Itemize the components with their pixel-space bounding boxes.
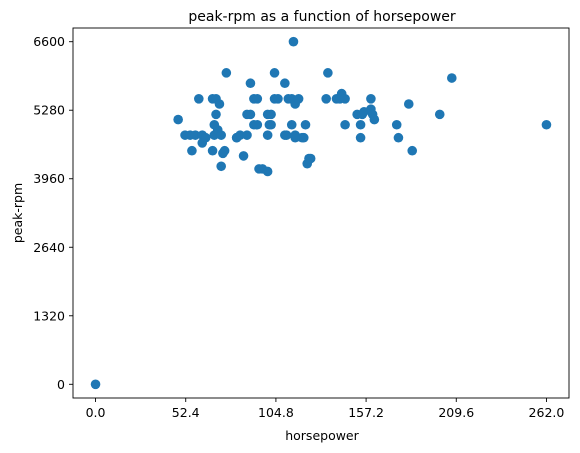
data-point [541, 119, 552, 130]
x-axis-label: horsepower [285, 428, 359, 443]
data-point [266, 119, 276, 130]
data-point [216, 130, 226, 140]
y-tick-label: 6600 [33, 34, 65, 49]
data-point [407, 145, 418, 156]
y-axis: 0 1320 2640 3960 5280 6600 [33, 34, 73, 392]
data-point [262, 166, 273, 177]
data-point [323, 68, 333, 78]
y-axis-label: peak-rpm [10, 183, 25, 243]
data-point [90, 379, 101, 390]
data-point [173, 114, 183, 125]
y-tick-label: 1320 [33, 308, 65, 323]
y-tick-label: 3960 [33, 171, 65, 186]
data-point [216, 161, 226, 172]
data-point [190, 130, 201, 140]
data-point [446, 73, 457, 83]
data-point [219, 145, 230, 156]
data-point [434, 109, 445, 120]
x-tick-label: 52.4 [172, 405, 200, 420]
data-point [242, 130, 252, 140]
data-point [187, 145, 197, 156]
data-point [369, 114, 380, 125]
data-point [288, 36, 299, 47]
data-point [340, 119, 350, 130]
data-point [252, 119, 263, 130]
data-point [366, 94, 376, 104]
data-point [238, 151, 249, 161]
x-tick-label: 209.6 [438, 405, 474, 420]
data-point [403, 99, 414, 109]
y-tick-label: 2640 [33, 240, 65, 255]
data-point [355, 119, 366, 130]
data-point [290, 132, 300, 143]
plot-area [72, 27, 570, 399]
data-point [293, 94, 304, 104]
x-axis: 0.0 52.4 104.8 157.2 209.6 262.0 [86, 398, 565, 420]
data-point [266, 109, 276, 120]
data-point [280, 78, 290, 89]
data-point [300, 119, 311, 130]
data-point [245, 109, 256, 120]
data-point [281, 130, 292, 140]
data-point [235, 130, 245, 140]
x-tick-label: 262.0 [529, 405, 565, 420]
data-point [207, 145, 218, 156]
y-tick-label: 5280 [33, 103, 65, 118]
data-points [90, 36, 552, 390]
data-point [340, 94, 350, 104]
data-point [273, 94, 283, 104]
x-tick-label: 157.2 [348, 405, 384, 420]
data-point [391, 119, 402, 130]
y-tick-label: 0 [57, 377, 65, 392]
data-point [221, 68, 232, 78]
data-point [298, 132, 309, 143]
chart-title: peak-rpm as a function of horsepower [188, 9, 456, 25]
data-point [262, 130, 273, 140]
data-point [286, 119, 297, 130]
data-point [252, 94, 263, 104]
data-point [393, 132, 404, 143]
data-point [194, 94, 204, 104]
data-point [321, 94, 331, 104]
data-point [214, 99, 225, 109]
data-point [245, 78, 256, 89]
data-point [305, 153, 316, 164]
x-tick-label: 0.0 [86, 405, 106, 420]
data-point [355, 132, 366, 143]
data-point [200, 132, 211, 143]
data-point [211, 109, 221, 120]
x-tick-label: 104.8 [258, 405, 294, 420]
data-point [269, 68, 280, 78]
